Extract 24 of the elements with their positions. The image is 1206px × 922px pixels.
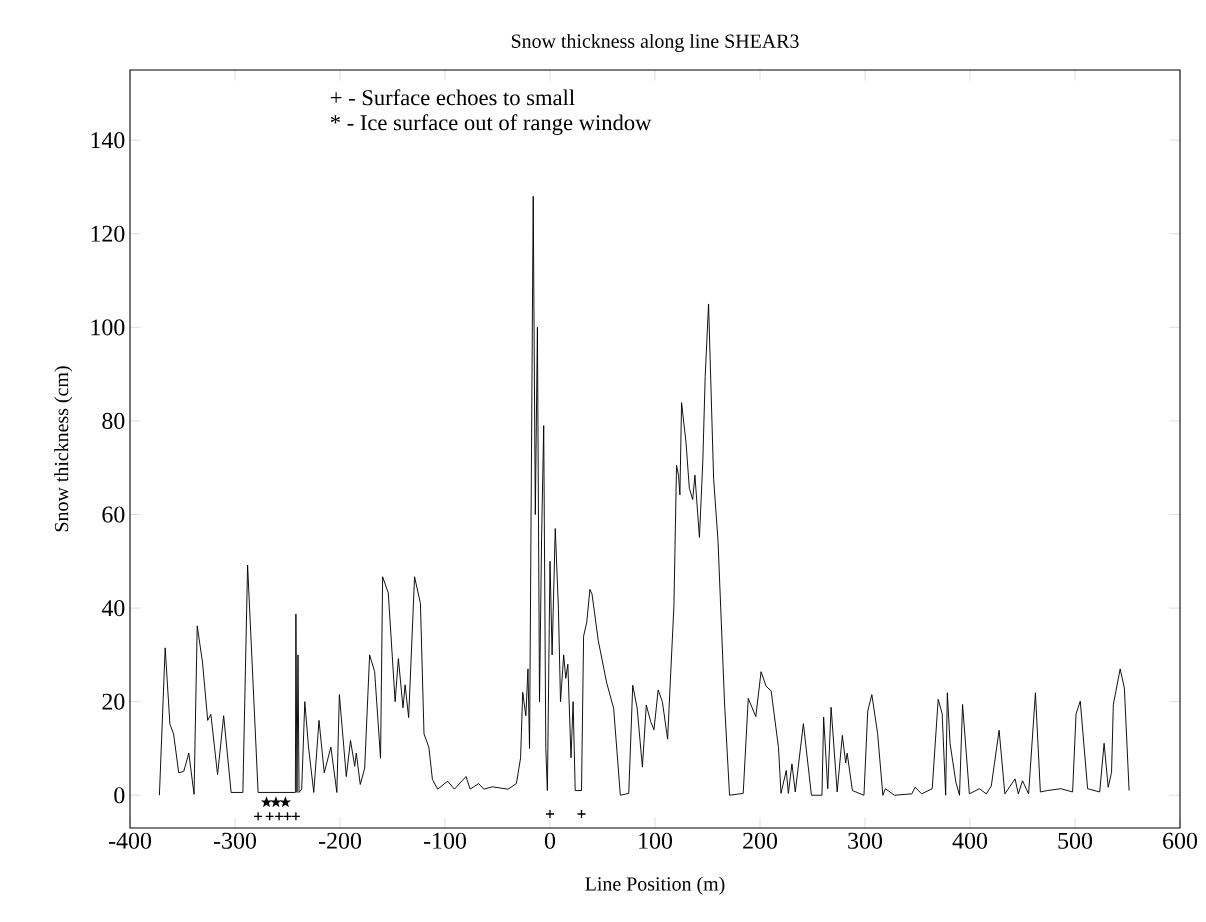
chart-title: Snow thickness along line SHEAR3 [511,33,799,52]
y-tick-label: 80 [102,412,125,429]
x-tick-label: 100 [639,832,673,849]
y-tick-label: 100 [91,319,125,336]
annotation: + - Surface echoes to small [330,89,575,106]
x-axis-title: Line Position (m) [585,876,725,895]
y-tick-label: 60 [102,506,125,523]
x-tick-label: 400 [952,832,988,849]
x-tick-label: 600 [1163,832,1198,849]
x-tick-label: -400 [108,832,151,849]
y-tick-label: 140 [91,132,125,149]
x-tick-label: -100 [423,832,466,849]
x-tick-label: 500 [1058,832,1093,849]
y-tick-label: 20 [102,693,125,710]
x-tick-label: 0 [544,832,556,849]
y-axis-title: Snow thickness (cm) [54,366,73,532]
x-tick-label: 300 [848,832,883,849]
y-tick-label: 120 [91,225,125,242]
x-tick-label: -300 [213,832,256,849]
y-tick-label: 0 [114,787,125,804]
x-tick-label: -200 [318,832,361,849]
y-tick-label: 40 [101,600,125,617]
annotation: * - Ice surface out of range window [330,114,652,135]
x-tick-label: 200 [743,832,778,849]
